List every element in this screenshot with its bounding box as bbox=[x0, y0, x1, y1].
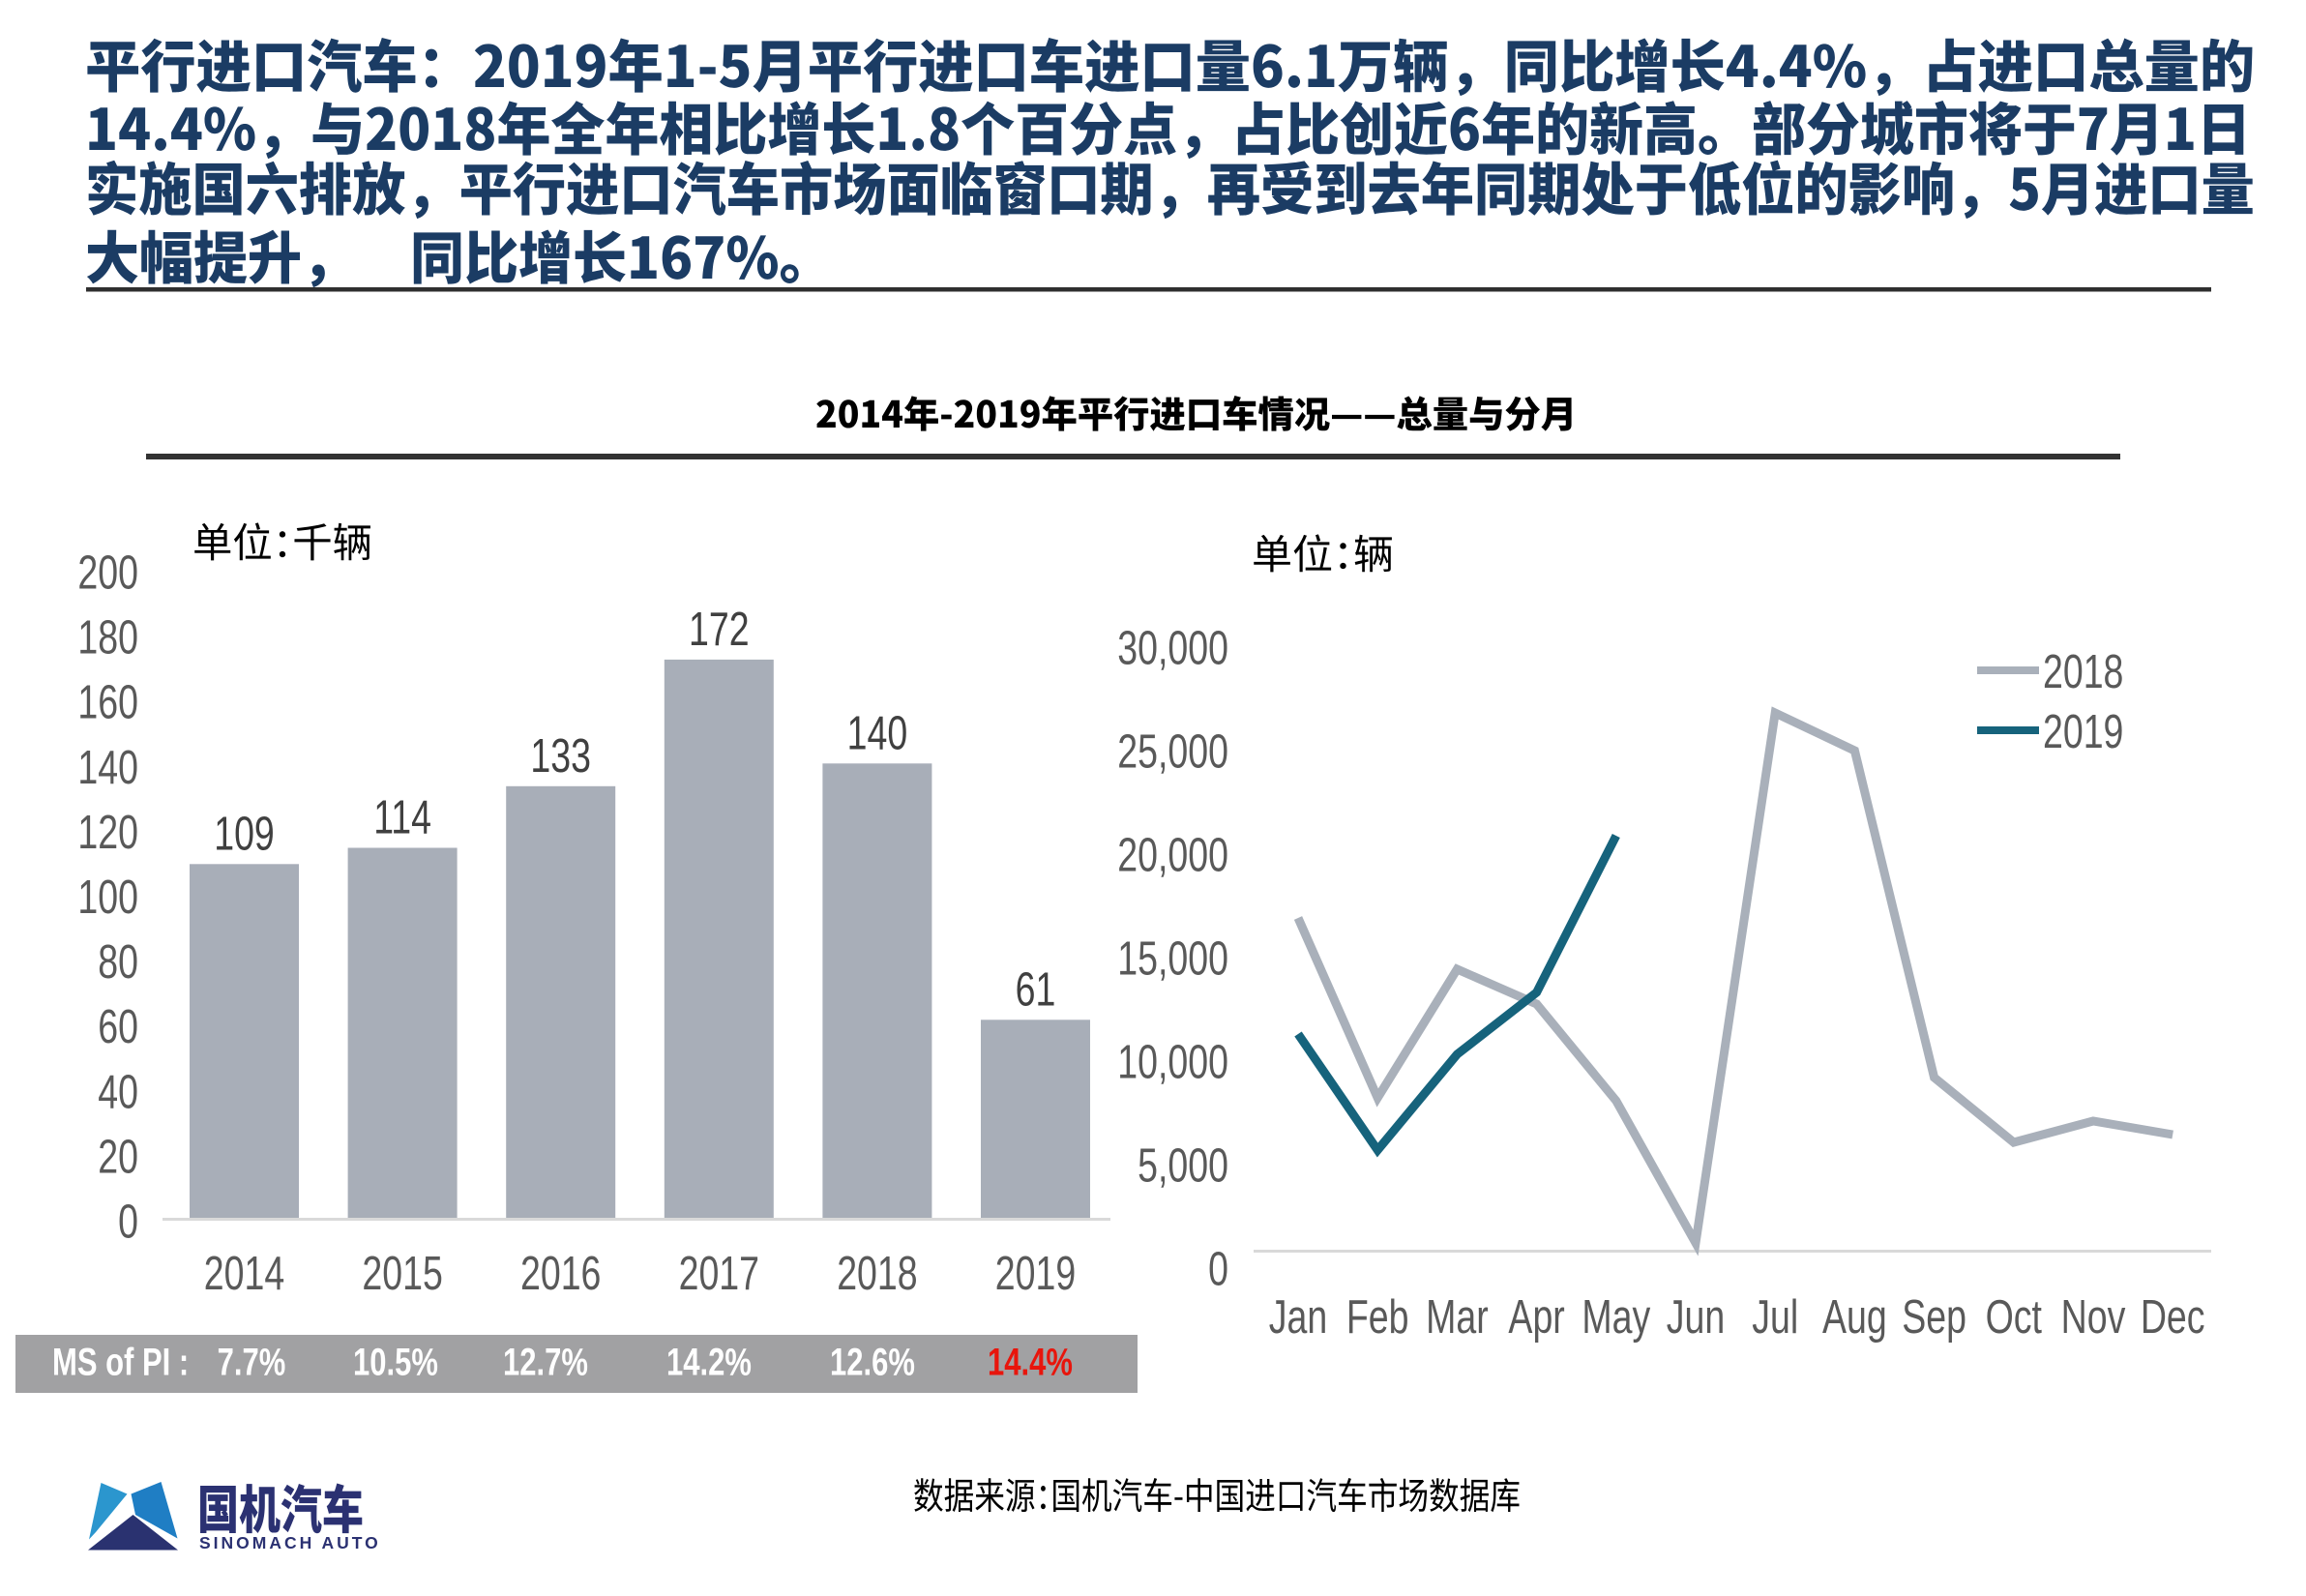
svg-text:2019: 2019 bbox=[2043, 706, 2123, 758]
svg-text:100: 100 bbox=[77, 872, 138, 924]
svg-text:Sep: Sep bbox=[1902, 1291, 1966, 1344]
svg-text:Aug: Aug bbox=[1822, 1291, 1887, 1344]
svg-text:2018: 2018 bbox=[2043, 646, 2123, 698]
svg-text:Feb: Feb bbox=[1346, 1291, 1409, 1344]
svg-text:172: 172 bbox=[689, 604, 750, 656]
svg-text:MS of PI :: MS of PI : bbox=[52, 1341, 189, 1384]
svg-text:140: 140 bbox=[847, 708, 908, 760]
svg-text:Jul: Jul bbox=[1752, 1291, 1798, 1344]
svg-text:12.6%: 12.6% bbox=[830, 1341, 915, 1384]
svg-text:30,000: 30,000 bbox=[1117, 623, 1228, 675]
svg-text:200: 200 bbox=[77, 547, 138, 600]
svg-text:140: 140 bbox=[77, 742, 138, 794]
svg-text:Jan: Jan bbox=[1269, 1291, 1327, 1344]
svg-text:SINOMACH AUTO: SINOMACH AUTO bbox=[199, 1533, 381, 1552]
svg-text:40: 40 bbox=[98, 1067, 138, 1119]
svg-text:2016: 2016 bbox=[520, 1248, 601, 1300]
svg-text:2017: 2017 bbox=[679, 1248, 759, 1300]
svg-text:60: 60 bbox=[98, 1002, 138, 1054]
svg-text:14.2%: 14.2% bbox=[666, 1341, 752, 1384]
svg-text:80: 80 bbox=[98, 937, 138, 990]
svg-text:20,000: 20,000 bbox=[1117, 830, 1228, 882]
svg-text:5,000: 5,000 bbox=[1138, 1140, 1228, 1193]
svg-text:Apr: Apr bbox=[1508, 1291, 1564, 1344]
svg-text:133: 133 bbox=[530, 730, 591, 783]
svg-text:0: 0 bbox=[1208, 1244, 1228, 1296]
svg-text:180: 180 bbox=[77, 612, 138, 665]
svg-text:2019: 2019 bbox=[995, 1248, 1076, 1300]
svg-text:May: May bbox=[1582, 1291, 1650, 1344]
svg-text:114: 114 bbox=[373, 792, 431, 844]
svg-text:Dec: Dec bbox=[2141, 1291, 2205, 1344]
svg-text:14.4%: 14.4% bbox=[988, 1341, 1073, 1384]
svg-text:Jun: Jun bbox=[1667, 1291, 1725, 1344]
svg-text:61: 61 bbox=[1016, 964, 1056, 1017]
svg-text:Oct: Oct bbox=[1986, 1291, 2042, 1344]
svg-text:15,000: 15,000 bbox=[1117, 933, 1228, 986]
svg-text:2014: 2014 bbox=[204, 1248, 284, 1300]
svg-text:120: 120 bbox=[77, 807, 138, 859]
svg-text:160: 160 bbox=[77, 677, 138, 729]
svg-text:10,000: 10,000 bbox=[1117, 1037, 1228, 1089]
svg-text:2018: 2018 bbox=[837, 1248, 917, 1300]
svg-text:10.5%: 10.5% bbox=[353, 1341, 438, 1384]
svg-text:7.7%: 7.7% bbox=[218, 1341, 286, 1384]
svg-text:Mar: Mar bbox=[1426, 1291, 1489, 1344]
svg-text:109: 109 bbox=[214, 809, 275, 861]
svg-text:12.7%: 12.7% bbox=[503, 1341, 588, 1384]
svg-text:Nov: Nov bbox=[2061, 1291, 2126, 1344]
svg-text:2015: 2015 bbox=[362, 1248, 442, 1300]
svg-text:25,000: 25,000 bbox=[1117, 726, 1228, 779]
svg-text:20: 20 bbox=[98, 1132, 138, 1184]
svg-text:0: 0 bbox=[118, 1197, 138, 1249]
